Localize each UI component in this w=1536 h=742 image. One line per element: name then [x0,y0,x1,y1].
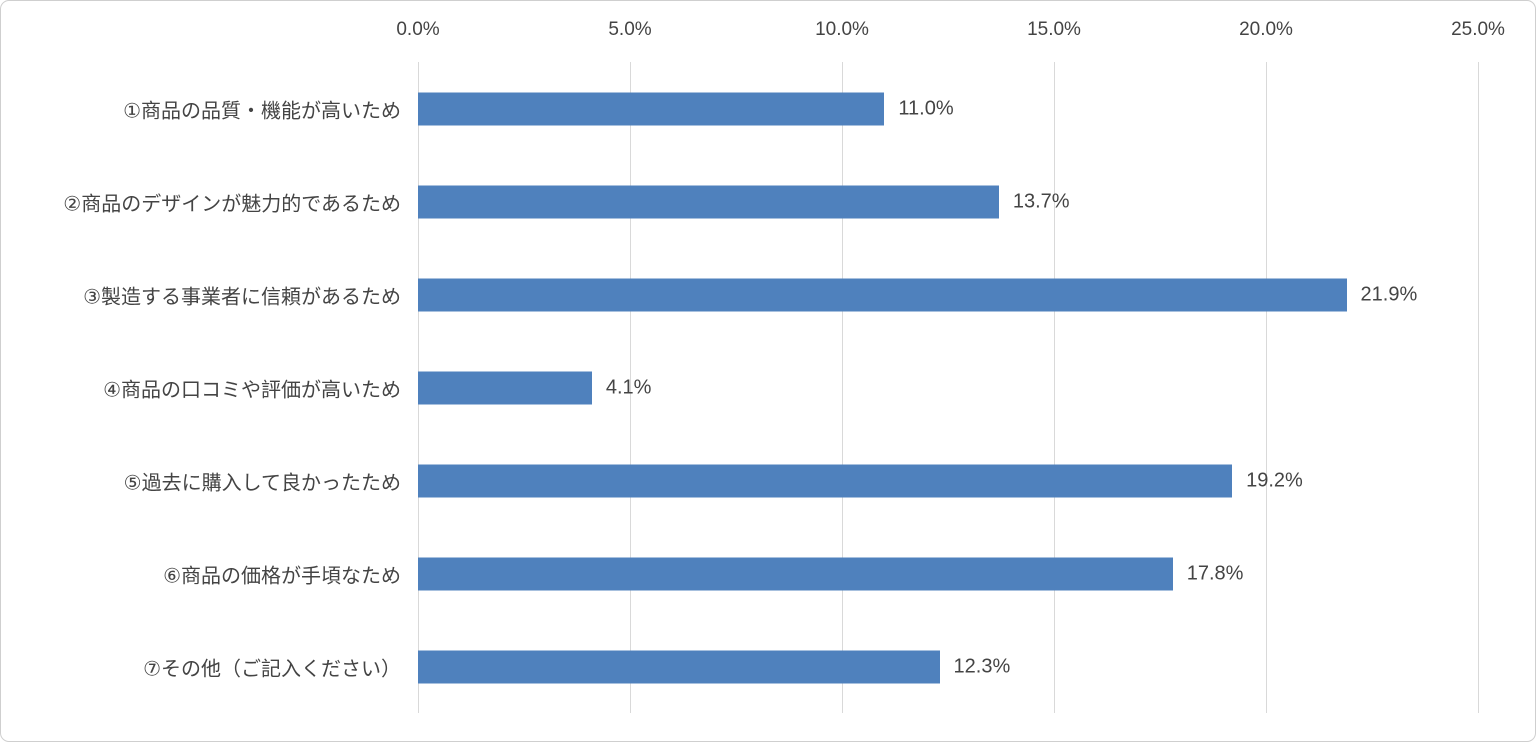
bar-row: ⑤過去に購入して良かったため 19.2% [124,434,1478,527]
bar [418,464,1233,497]
gridline [629,62,631,713]
category-label: ⑥商品の価格が手頃なため [163,565,401,587]
plot-area: ①商品の品質・機能が高いため 11.0% ②商品のデザインが魅力的であるため 13.7… [63,62,1479,713]
x-axis-tick-label: 0.0% [396,19,440,40]
bar-row: ④商品の口コミや評価が高いため 4.1% [103,341,1478,434]
bar-row: ①商品の品質・機能が高いため 11.0% [123,62,1478,155]
bar-row: ②商品のデザインが魅力的であるため 13.7% [63,155,1478,248]
value-label: 21.9% [1360,283,1418,305]
gridline [841,62,843,713]
x-axis-tick-label: 25.0% [1451,19,1505,40]
value-label: 4.1% [605,376,652,398]
bar [418,650,940,683]
category-label: ⑤過去に購入して良かったため [123,472,401,494]
x-axis-tick-label: 5.0% [608,19,652,40]
value-label: 12.3% [953,655,1011,677]
category-label: ⑦その他（ご記入ください） [143,658,401,680]
x-axis: 0.0% 5.0% 10.0% 15.0% 20.0% 25.0% [396,19,1505,47]
category-label: ②商品のデザインが魅力的であるため [63,193,401,215]
bar [418,557,1173,590]
bar-row: ⑦その他（ご記入ください） 12.3% [143,620,1478,713]
category-label: ③製造する事業者に信頼があるため [83,286,401,308]
gridline [1477,62,1479,713]
x-axis-tick-label: 20.0% [1239,19,1293,40]
value-label: 11.0% [898,97,954,119]
gridline [1265,62,1267,713]
value-label: 19.2% [1246,469,1303,491]
bar [418,92,885,125]
gridline [1053,62,1055,713]
bar [418,185,999,218]
category-label: ①商品の品質・機能が高いため [123,100,401,122]
bar-row: ③製造する事業者に信頼があるため 21.9% [83,248,1478,341]
bar [418,371,592,404]
value-label: 13.7% [1012,190,1070,212]
x-axis-tick-label: 10.0% [815,19,869,40]
category-label: ④商品の口コミや評価が高いため [103,379,401,401]
bar-row: ⑥商品の価格が手頃なため 17.8% [163,527,1478,620]
bar [418,278,1347,311]
value-label: 17.8% [1186,562,1244,584]
x-axis-tick-label: 15.0% [1027,19,1081,40]
